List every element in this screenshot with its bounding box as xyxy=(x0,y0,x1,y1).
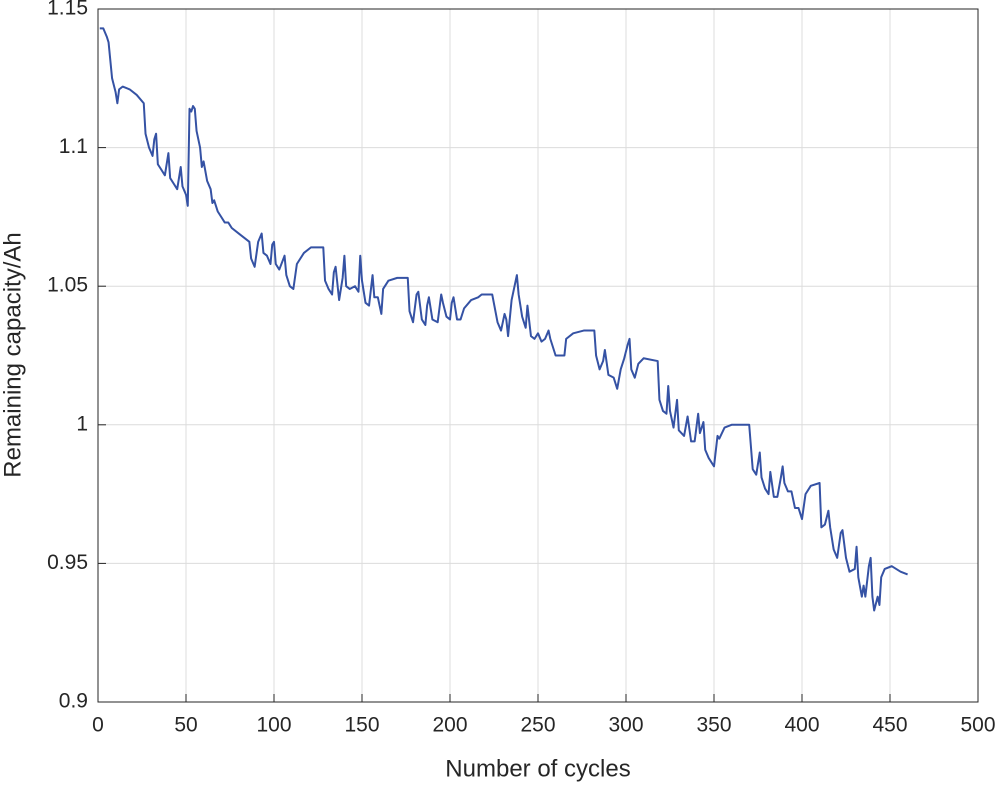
x-tick-label: 450 xyxy=(872,714,907,737)
x-tick-label: 200 xyxy=(432,714,467,737)
y-axis-label: Remaining capacity/Ah xyxy=(0,232,26,477)
x-tick-label: 50 xyxy=(174,714,197,737)
y-tick-label: 1 xyxy=(76,412,88,435)
x-tick-label: 300 xyxy=(608,714,643,737)
x-tick-label: 250 xyxy=(520,714,555,737)
y-tick-label: 0.95 xyxy=(47,551,88,574)
plot-frame xyxy=(97,8,979,703)
x-axis-label: Number of cycles xyxy=(445,755,630,782)
x-tick-label: 350 xyxy=(696,714,731,737)
x-tick-label: 0 xyxy=(92,714,104,737)
x-tick-label: 500 xyxy=(960,714,995,737)
y-tick-label: 1.05 xyxy=(47,274,88,297)
x-tick-label: 150 xyxy=(344,714,379,737)
y-tick-label: 1.1 xyxy=(59,135,88,158)
line-series xyxy=(99,27,908,612)
x-tick-label: 400 xyxy=(784,714,819,737)
y-tick-label: 1.15 xyxy=(47,0,88,20)
y-tick-label: 0.9 xyxy=(59,690,88,713)
x-tick-label: 100 xyxy=(256,714,291,737)
